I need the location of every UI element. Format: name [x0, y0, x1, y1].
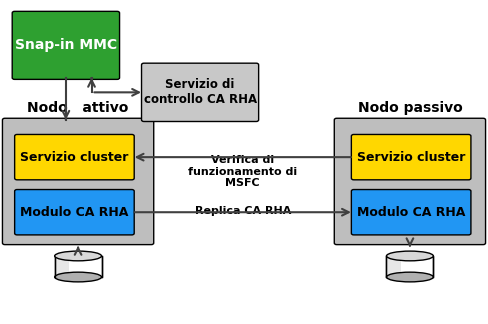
Text: Replica CA RHA: Replica CA RHA [195, 206, 291, 215]
FancyBboxPatch shape [351, 190, 471, 235]
FancyBboxPatch shape [15, 190, 134, 235]
Text: Snap-in MMC: Snap-in MMC [15, 38, 117, 52]
Text: Modulo CA RHA: Modulo CA RHA [20, 206, 129, 219]
Text: Servizio cluster: Servizio cluster [357, 151, 466, 164]
Bar [386, 256, 401, 277]
Bar [386, 256, 433, 277]
Text: Verifica di
funzionamento di
MSFC: Verifica di funzionamento di MSFC [188, 155, 297, 188]
FancyBboxPatch shape [2, 118, 154, 245]
FancyBboxPatch shape [15, 134, 134, 180]
Bar [55, 256, 102, 277]
Text: Servizio cluster: Servizio cluster [20, 151, 129, 164]
FancyBboxPatch shape [334, 118, 486, 245]
FancyBboxPatch shape [142, 63, 259, 122]
Ellipse shape [386, 251, 433, 261]
Text: Modulo CA RHA: Modulo CA RHA [357, 206, 466, 219]
Text: Nodo   attivo: Nodo attivo [27, 101, 129, 115]
Bar [55, 256, 69, 277]
Text: Servizio di
controllo CA RHA: Servizio di controllo CA RHA [143, 78, 257, 106]
FancyBboxPatch shape [351, 134, 471, 180]
Text: Nodo passivo: Nodo passivo [358, 101, 462, 115]
FancyBboxPatch shape [12, 11, 120, 79]
Ellipse shape [55, 272, 102, 282]
Ellipse shape [386, 272, 433, 282]
Ellipse shape [55, 251, 102, 261]
